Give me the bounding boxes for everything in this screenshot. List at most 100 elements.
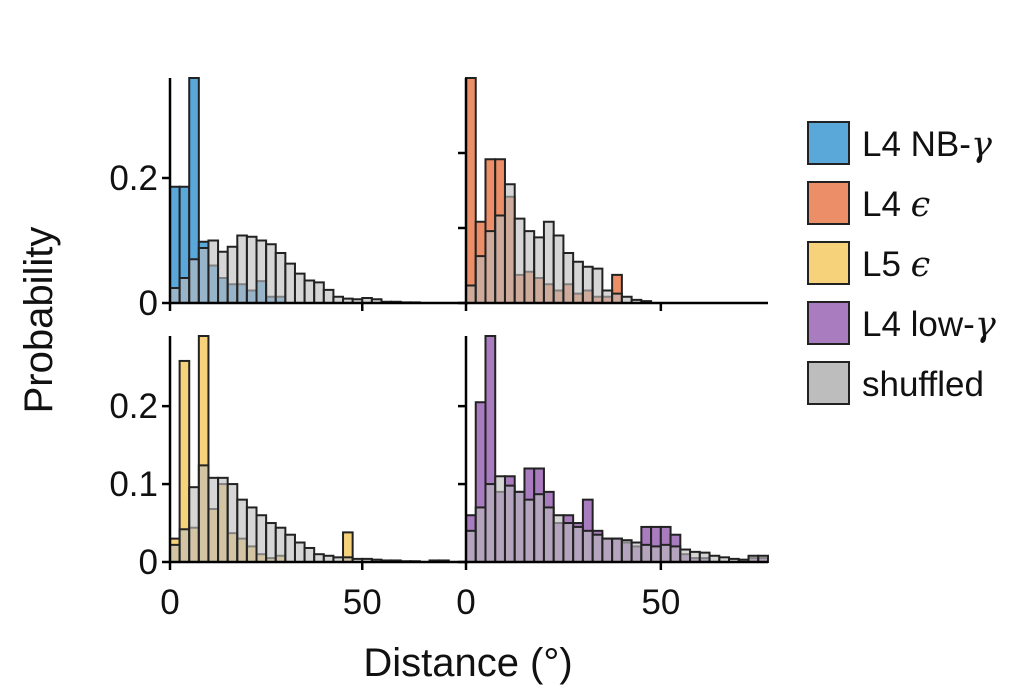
y-tick-label: 0.2 xyxy=(109,159,158,198)
legend-label-greek: γ xyxy=(975,305,996,345)
shuffled-bar xyxy=(562,252,575,304)
shuffled-bar xyxy=(169,543,181,563)
panel-1: 00.2 xyxy=(109,77,468,323)
shuffled-bar xyxy=(265,522,277,564)
shuffled-bar xyxy=(542,220,555,304)
shuffled-bar xyxy=(197,247,210,304)
legend-label-greek: ϵ xyxy=(911,185,931,225)
shuffled-bar xyxy=(465,284,477,304)
shuffled-bar xyxy=(293,541,306,563)
legend-label-text: L4 NB- xyxy=(862,125,971,164)
legend-swatch xyxy=(807,241,850,285)
shuffled-bar xyxy=(503,484,516,564)
panels-group: 00.200.10.20 50 0 50 xyxy=(109,77,769,622)
shuffled-bar xyxy=(265,243,277,304)
shuffled-bar xyxy=(217,476,229,563)
shuffled-bar xyxy=(572,260,584,304)
shuffled-bar xyxy=(313,281,325,304)
shuffled-bar xyxy=(503,183,516,304)
shuffled-bar xyxy=(669,545,682,564)
shuffled-bar xyxy=(197,464,210,563)
shuffled-bar xyxy=(562,522,575,564)
y-tick-label: 0.1 xyxy=(109,465,158,504)
shuffled-bar xyxy=(542,506,555,563)
shuffled-bar xyxy=(303,546,316,563)
y-tick-label: 0.2 xyxy=(109,387,158,426)
shuffled-bar xyxy=(611,537,623,563)
shuffled-bar xyxy=(255,514,268,564)
shuffled-bar xyxy=(284,262,296,304)
shuffled-bar xyxy=(169,287,181,304)
shuffled-bar xyxy=(465,529,477,563)
shuffled-bar xyxy=(226,245,239,304)
y-tick-label: 0 xyxy=(139,284,158,323)
shuffled-bar xyxy=(484,230,497,304)
shuffled-bar xyxy=(474,506,487,563)
shuffled-bar xyxy=(698,551,711,563)
shuffled-bar xyxy=(523,230,536,304)
axes-titles: Probability Distance (°) xyxy=(17,227,573,685)
shuffled-bar xyxy=(188,258,200,304)
shuffled-bar xyxy=(303,279,316,304)
shuffled-bar xyxy=(620,539,633,564)
legend-item: L4 NB-γ xyxy=(807,121,992,165)
legend-item: L5 ϵ xyxy=(807,241,930,285)
shuffled-bar xyxy=(581,265,594,304)
shuffled-bar xyxy=(245,235,258,304)
shuffled-bar xyxy=(523,498,536,564)
shuffled-bar xyxy=(236,234,248,304)
shuffled-bar xyxy=(581,529,594,563)
shuffled-bar xyxy=(533,493,545,564)
shuffled-bar xyxy=(236,498,248,564)
legend-item: shuffled xyxy=(807,361,984,405)
shuffled-bar xyxy=(474,255,487,304)
bar xyxy=(465,77,477,304)
shuffled-bar xyxy=(226,483,239,564)
shuffled-bar xyxy=(552,514,565,564)
shuffled-bar xyxy=(284,533,296,563)
shuffled-bar xyxy=(484,483,497,564)
legend-item: L4 low-γ xyxy=(807,301,996,345)
shuffled-bar xyxy=(659,543,672,563)
legend-label: L4 low-γ xyxy=(862,305,996,345)
y-tick-label: 0 xyxy=(139,543,158,582)
panel-2 xyxy=(458,77,768,311)
shuffled-bar xyxy=(293,272,306,304)
panel-3: 0 0.1 0.2 0 50 xyxy=(109,335,468,622)
shuffled-bar xyxy=(552,234,565,304)
shuffled-bar xyxy=(494,214,506,304)
shuffled-bar xyxy=(188,486,200,564)
panel-4: 0 50 xyxy=(456,335,769,622)
legend-label: L4 ϵ xyxy=(862,185,930,225)
shuffled-bar xyxy=(274,252,287,304)
shuffled-bar xyxy=(207,239,220,304)
shuffled-bar xyxy=(274,526,287,563)
legend-label-greek: γ xyxy=(971,125,992,165)
shuffled-bar xyxy=(513,490,526,563)
legend-label: shuffled xyxy=(862,365,984,404)
legend-label: L4 NB-γ xyxy=(862,125,992,165)
legend-swatch xyxy=(807,361,850,405)
shuffled-bar xyxy=(178,528,191,564)
x-tick-label: 50 xyxy=(641,583,680,622)
x-tick-label: 50 xyxy=(343,583,382,622)
legend-swatch xyxy=(807,301,850,345)
shuffled-bar xyxy=(178,277,191,304)
legend-item: L4 ϵ xyxy=(807,181,930,225)
shuffled-bar xyxy=(245,506,258,563)
shuffled-bar xyxy=(640,543,653,563)
shuffled-bar xyxy=(533,236,545,304)
shuffled-bar xyxy=(591,533,604,563)
shuffled-bar xyxy=(689,550,701,563)
x-tick-label: 0 xyxy=(456,583,475,622)
shuffled-bar xyxy=(255,239,268,304)
x-tick-label: 0 xyxy=(160,583,179,622)
shuffled-bar xyxy=(611,292,623,304)
shuffled-bar xyxy=(217,250,229,304)
shuffled-bar xyxy=(513,217,526,304)
legend-label-text: shuffled xyxy=(862,365,984,404)
y-axis-title: Probability xyxy=(17,227,61,414)
legend-label-text: L4 low- xyxy=(862,305,975,344)
legend-label-text: L4 xyxy=(862,185,911,224)
